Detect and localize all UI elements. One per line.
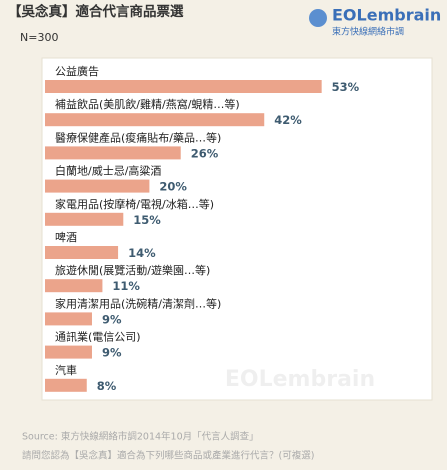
watermark: EOLembrain xyxy=(225,367,375,392)
bar xyxy=(45,179,150,193)
category-label: 通訊業(電信公司) xyxy=(55,330,141,344)
bar xyxy=(45,279,103,293)
category-label: 啤酒 xyxy=(55,230,77,244)
bar xyxy=(45,246,119,259)
logo-icon xyxy=(309,9,327,27)
value-label: 9% xyxy=(102,312,122,326)
category-label: 白蘭地/威士忌/高粱酒 xyxy=(55,164,161,178)
value-label: 53% xyxy=(332,80,360,94)
bar xyxy=(45,378,87,392)
category-label: 旅遊休閒(展覽活動/遊樂園…等) xyxy=(55,263,210,277)
value-label: 14% xyxy=(128,246,156,260)
bar xyxy=(45,146,181,160)
chart-title: 【吳念真】適合代言商品票選 xyxy=(8,3,184,20)
bar xyxy=(45,345,92,359)
value-label: 42% xyxy=(274,113,302,127)
category-label: 家電用品(按摩椅/電視/冰箱…等) xyxy=(55,197,214,211)
value-label: 20% xyxy=(159,180,187,194)
value-label: 11% xyxy=(112,279,140,293)
value-label: 9% xyxy=(102,346,122,360)
category-label: 公益廣告 xyxy=(55,64,99,78)
value-label: 15% xyxy=(133,213,161,227)
value-label: 26% xyxy=(191,146,219,160)
source: Source: 東方快線網絡市調2014年10月「代言人調查」 xyxy=(22,431,259,443)
bar xyxy=(45,80,322,93)
question: 請問您認為【吳念真】適合為下列哪些商品或產業進行代言？(可複選) xyxy=(22,450,314,462)
category-label: 汽車 xyxy=(55,363,77,377)
category-label: 補益飲品(美肌飲/雞精/燕窩/蜆精…等) xyxy=(55,97,240,111)
logo-subtitle: 東方快線網絡市調 xyxy=(332,26,404,38)
subtitle: N=300 xyxy=(20,31,58,44)
bar xyxy=(45,312,92,326)
value-label: 8% xyxy=(97,379,117,393)
bar xyxy=(45,113,265,127)
logo: EOLembrain xyxy=(332,6,441,25)
category-label: 家用清潔用品(洗碗精/清潔劑…等) xyxy=(55,296,221,310)
bar xyxy=(45,212,124,226)
category-label: 醫療保健產品(痠痛貼布/藥品…等) xyxy=(55,130,221,144)
